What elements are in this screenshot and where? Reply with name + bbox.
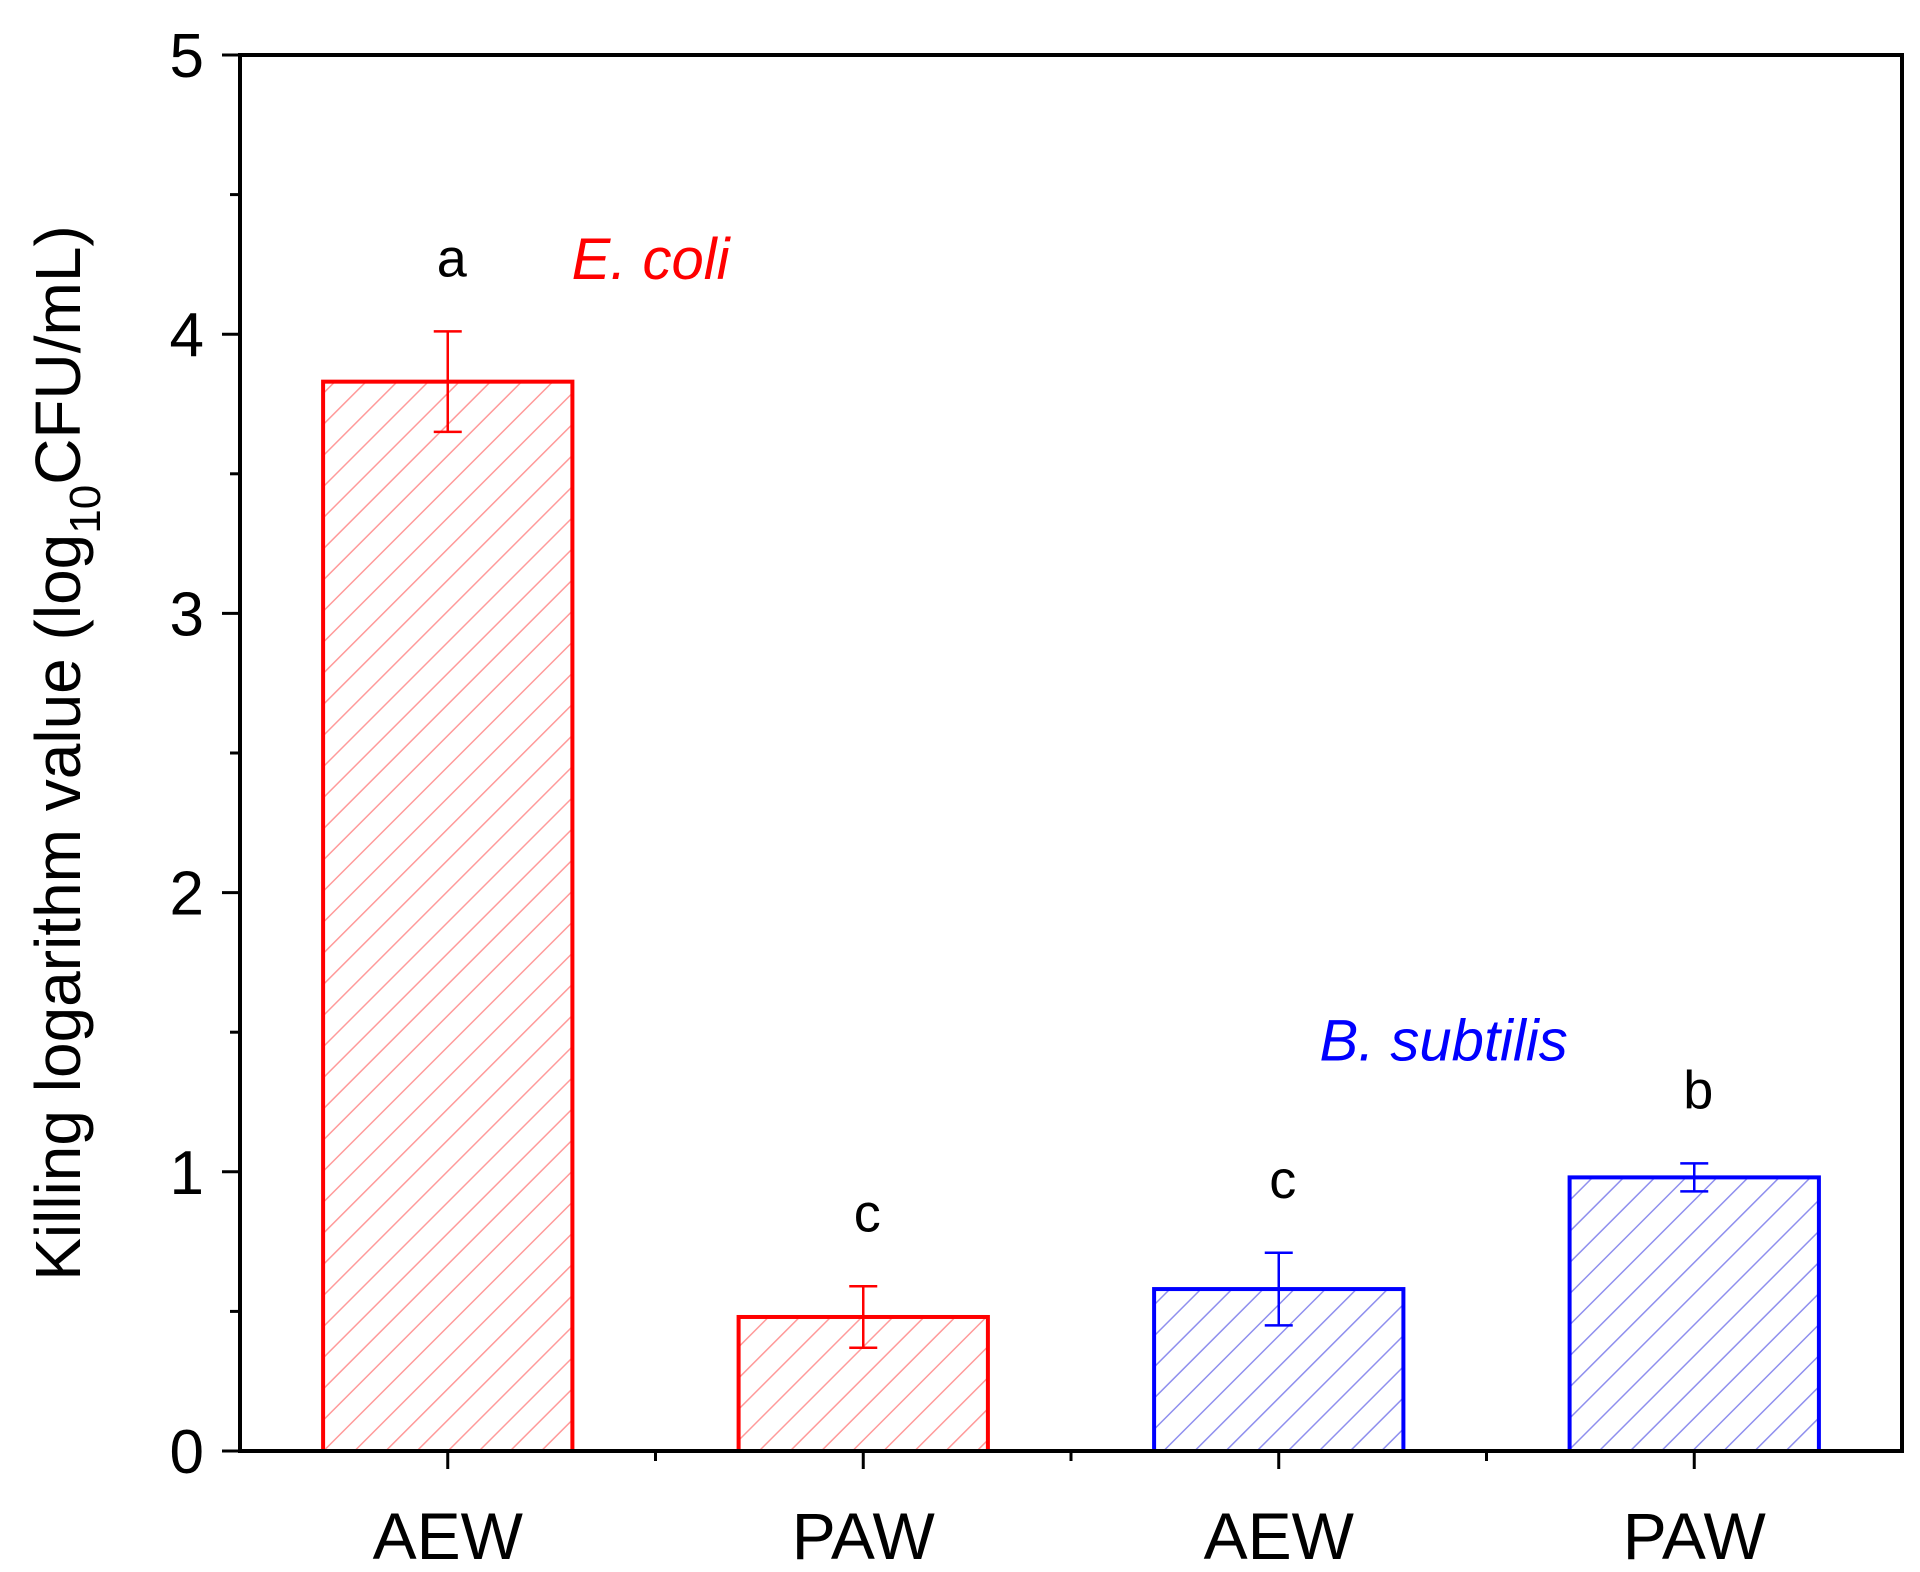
y-axis-title-subscript: 10	[61, 485, 110, 534]
x-tick-label-4: PAW	[1623, 1499, 1767, 1572]
error-bars-layer	[433, 330, 1709, 1349]
y-tick-label-4: 4	[170, 301, 204, 370]
significance-label-1: a	[437, 228, 468, 288]
error-bar-4	[1680, 1162, 1709, 1193]
bars-layer	[321, 379, 1821, 1454]
y-tick-label-5: 5	[170, 22, 204, 91]
x-tick-label-1: AEW	[373, 1499, 524, 1572]
species-annotation-2: B. subtilis	[1320, 1009, 1568, 1074]
x-tick-label-2: PAW	[792, 1499, 936, 1572]
error-bar-2	[849, 1285, 878, 1349]
y-tick-label-0: 0	[170, 1418, 204, 1487]
x-tick-label-3: AEW	[1204, 1499, 1355, 1572]
error-bar-3	[1264, 1251, 1293, 1327]
y-axis-title-main: Killing logarithm value (log	[22, 534, 94, 1281]
error-bar-1	[433, 330, 462, 434]
y-tick-label-1: 1	[170, 1139, 204, 1208]
bar-1	[321, 379, 575, 1454]
species-annotation-1: E. coli	[572, 227, 732, 292]
y-axis-title: Killing logarithm value (log10CFU/mL)	[22, 225, 110, 1281]
y-tick-label-2: 2	[170, 860, 204, 929]
y-tick-label-3: 3	[170, 580, 204, 649]
bar-4	[1567, 1175, 1821, 1454]
significance-label-3: c	[1269, 1150, 1296, 1210]
y-axis-title-tail: CFU/mL)	[22, 225, 94, 485]
labels-layer: a AEW c PAW c AEW b PAW 0 1 2 3 4 5 E. coli B. subtilis	[170, 22, 1767, 1572]
ticks-layer	[222, 53, 1696, 1469]
significance-label-2: c	[854, 1183, 881, 1243]
significance-label-4: b	[1683, 1060, 1713, 1120]
